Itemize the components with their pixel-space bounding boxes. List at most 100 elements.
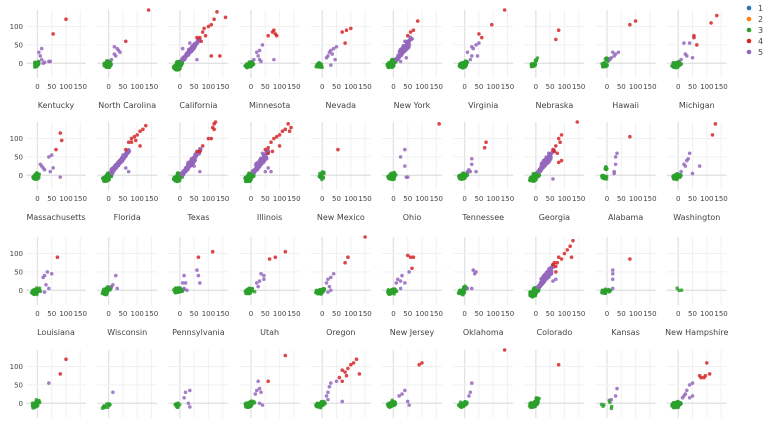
point-cluster-5 bbox=[326, 54, 330, 58]
point-cluster-5 bbox=[682, 41, 686, 45]
point-cluster-5 bbox=[615, 151, 619, 156]
point-cluster-4 bbox=[270, 149, 275, 154]
point-cluster-4 bbox=[558, 140, 562, 145]
point-cluster-5 bbox=[254, 281, 259, 285]
point-cluster-5 bbox=[195, 40, 199, 45]
point-cluster-4 bbox=[343, 41, 347, 45]
point-cluster-5 bbox=[48, 59, 53, 64]
point-cluster-3 bbox=[320, 65, 324, 70]
point-cluster-4 bbox=[200, 144, 205, 148]
point-cluster-4 bbox=[633, 19, 638, 23]
point-cluster-4 bbox=[195, 149, 199, 154]
point-cluster-5 bbox=[551, 177, 555, 181]
x-tick-label: 150 bbox=[287, 310, 300, 318]
point-cluster-4 bbox=[556, 160, 561, 165]
point-cluster-4 bbox=[559, 257, 564, 261]
x-tick-label: 150 bbox=[74, 83, 87, 91]
x-tick-label: 150 bbox=[145, 83, 158, 91]
x-tick-label: 150 bbox=[145, 195, 158, 203]
point-cluster-5 bbox=[262, 273, 266, 278]
x-tick-label: 50 bbox=[261, 83, 270, 91]
x-tick-label: 100 bbox=[415, 310, 428, 318]
point-cluster-3 bbox=[390, 174, 395, 179]
point-cluster-4 bbox=[289, 125, 293, 130]
point-cluster-5 bbox=[256, 284, 260, 289]
x-tick-label: 100 bbox=[558, 310, 571, 318]
point-cluster-4 bbox=[58, 131, 63, 135]
point-cluster-5 bbox=[39, 57, 44, 62]
point-cluster-5 bbox=[544, 270, 549, 275]
point-cluster-5 bbox=[548, 155, 552, 159]
point-cluster-5 bbox=[51, 166, 55, 170]
point-cluster-5 bbox=[407, 40, 411, 44]
x-tick-label: 0 bbox=[534, 83, 538, 91]
point-cluster-4 bbox=[141, 127, 145, 132]
point-cluster-5 bbox=[272, 57, 276, 62]
x-tick-label: 150 bbox=[572, 195, 585, 203]
x-tick-label: 150 bbox=[572, 83, 585, 91]
point-cluster-5 bbox=[189, 46, 193, 51]
point-cluster-4 bbox=[209, 22, 214, 27]
panel-title: Tennessee bbox=[461, 213, 504, 222]
point-cluster-3 bbox=[33, 60, 37, 65]
point-cluster-4 bbox=[556, 28, 561, 33]
panel-title: Kansas bbox=[611, 328, 639, 337]
point-cluster-4 bbox=[132, 134, 137, 139]
point-cluster-5 bbox=[610, 50, 615, 55]
x-tick-label: 150 bbox=[74, 195, 87, 203]
x-tick-label: 150 bbox=[430, 83, 443, 91]
point-cluster-5 bbox=[398, 59, 403, 64]
point-cluster-3 bbox=[251, 62, 255, 67]
point-cluster-5 bbox=[254, 161, 259, 166]
point-cluster-5 bbox=[182, 273, 186, 278]
point-cluster-5 bbox=[475, 54, 480, 58]
x-tick-label: 50 bbox=[261, 310, 270, 318]
panel-title: Georgia bbox=[539, 213, 570, 222]
point-cluster-3 bbox=[392, 171, 397, 176]
point-cluster-3 bbox=[603, 166, 608, 171]
point-cluster-3 bbox=[532, 287, 536, 292]
point-cluster-5 bbox=[326, 277, 330, 282]
x-tick-label: 100 bbox=[202, 195, 215, 203]
point-cluster-5 bbox=[467, 167, 471, 172]
point-cluster-5 bbox=[679, 57, 683, 62]
point-cluster-5 bbox=[398, 286, 403, 291]
point-cluster-5 bbox=[37, 50, 41, 55]
point-cluster-4 bbox=[263, 147, 268, 152]
point-cluster-5 bbox=[44, 282, 48, 287]
y-tick-label: 50 bbox=[14, 153, 23, 161]
x-tick-label: 150 bbox=[714, 310, 727, 318]
point-cluster-5 bbox=[116, 48, 121, 53]
point-cluster-4 bbox=[340, 30, 345, 34]
point-cluster-5 bbox=[45, 270, 50, 274]
point-cluster-5 bbox=[47, 286, 51, 291]
point-cluster-4 bbox=[552, 260, 557, 265]
x-tick-label: 50 bbox=[261, 195, 270, 203]
point-cluster-5 bbox=[42, 167, 47, 172]
point-cluster-5 bbox=[262, 277, 266, 282]
point-cluster-5 bbox=[330, 52, 335, 56]
point-cluster-5 bbox=[324, 281, 329, 285]
point-cluster-5 bbox=[118, 158, 122, 163]
point-cluster-5 bbox=[679, 169, 683, 174]
point-cluster-3 bbox=[36, 172, 40, 176]
point-cluster-5 bbox=[616, 50, 621, 55]
point-cluster-3 bbox=[173, 65, 178, 70]
y-tick-label: 50 bbox=[14, 381, 23, 389]
x-tick-label: 100 bbox=[629, 83, 642, 91]
point-cluster-5 bbox=[610, 271, 615, 276]
panel-title: Oklahoma bbox=[463, 328, 504, 337]
point-cluster-4 bbox=[59, 138, 64, 143]
point-cluster-4 bbox=[555, 260, 560, 265]
point-cluster-3 bbox=[35, 288, 39, 292]
point-cluster-5 bbox=[111, 282, 115, 287]
x-tick-label: 100 bbox=[415, 83, 428, 91]
